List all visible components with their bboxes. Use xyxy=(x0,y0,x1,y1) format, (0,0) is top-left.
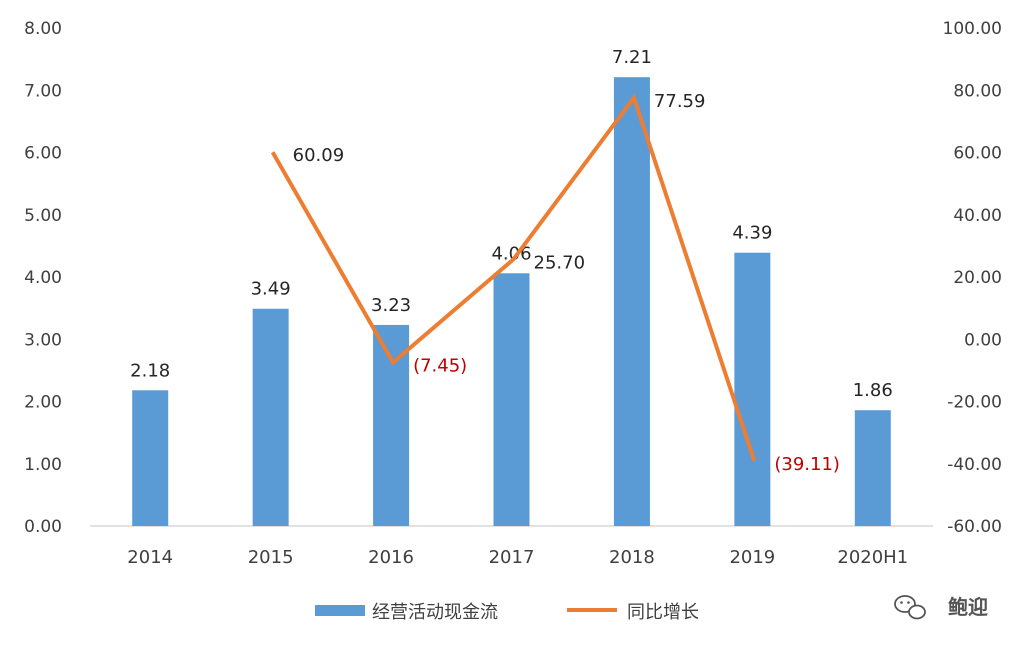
bar-data-label: 7.21 xyxy=(612,47,652,68)
category-label: 2018 xyxy=(609,547,655,568)
right-axis-tick: -20.00 xyxy=(947,393,1002,413)
category-label: 2015 xyxy=(248,547,294,568)
line-data-label: (39.11) xyxy=(774,454,840,475)
bar xyxy=(734,252,771,526)
left-axis-tick: 2.00 xyxy=(24,393,62,413)
right-axis-tick: 0.00 xyxy=(964,330,1002,350)
category-label: 2016 xyxy=(368,547,414,568)
left-axis-tick: 5.00 xyxy=(24,206,62,226)
right-axis-tick: 40.00 xyxy=(953,206,1002,226)
bar xyxy=(613,77,650,527)
bar xyxy=(854,410,891,526)
legend-bar-swatch xyxy=(315,605,365,616)
right-axis-tick: 100.00 xyxy=(943,19,1002,39)
bar-data-label: 3.23 xyxy=(371,295,411,316)
category-label: 2014 xyxy=(127,547,173,568)
bar-data-labels: 2.183.493.234.067.214.391.86 xyxy=(130,47,893,401)
right-axis-tick: -60.00 xyxy=(947,517,1002,537)
bar-series xyxy=(132,77,891,527)
line-data-label: 77.59 xyxy=(654,91,706,112)
right-axis-tick: 60.00 xyxy=(953,144,1002,164)
bar xyxy=(252,308,289,526)
left-axis-tick: 8.00 xyxy=(24,19,62,39)
bar-data-label: 4.39 xyxy=(732,223,772,244)
legend: 经营活动现金流 同比增长 xyxy=(315,602,699,623)
watermark: 鲍迎 xyxy=(894,595,988,620)
bar-data-label: 1.86 xyxy=(853,380,893,401)
line-series xyxy=(270,93,757,462)
category-label: 2019 xyxy=(729,547,775,568)
left-axis-tick: 4.00 xyxy=(24,268,62,288)
bar xyxy=(132,390,169,526)
line-data-labels: 60.09 (7.45) 25.70 77.59 (39.11) xyxy=(293,91,840,475)
line-data-label: (7.45) xyxy=(413,355,467,376)
legend-line-label: 同比增长 xyxy=(627,602,699,623)
category-axis-labels: 2014 2015 2016 2017 2018 2019 2020H1 xyxy=(127,547,908,568)
legend-bar-label: 经营活动现金流 xyxy=(372,602,498,623)
growth-line xyxy=(270,93,757,462)
left-axis-tick: 1.00 xyxy=(24,455,62,475)
watermark-text: 鲍迎 xyxy=(948,595,988,619)
right-axis-tick: 20.00 xyxy=(953,268,1002,288)
right-axis-tick: -40.00 xyxy=(947,455,1002,475)
wechat-icon xyxy=(894,595,926,620)
right-axis-tick: 80.00 xyxy=(953,81,1002,101)
left-axis-ticks: 0.00 1.00 2.00 3.00 4.00 5.00 6.00 7.00 8.00 xyxy=(24,19,62,537)
right-axis-ticks: -60.00 -40.00 -20.00 0.00 20.00 40.00 60.00 80.… xyxy=(943,19,1002,537)
category-label: 2017 xyxy=(489,547,535,568)
bar-data-label: 3.49 xyxy=(251,279,291,300)
line-data-label: 25.70 xyxy=(534,252,586,273)
left-axis-tick: 7.00 xyxy=(24,81,62,101)
left-axis-tick: 0.00 xyxy=(24,517,62,537)
bar xyxy=(493,273,530,526)
bar-data-label: 2.18 xyxy=(130,360,170,381)
left-axis-tick: 6.00 xyxy=(24,144,62,164)
category-label: 2020H1 xyxy=(837,547,908,568)
left-axis-tick: 3.00 xyxy=(24,330,62,350)
line-data-label: 60.09 xyxy=(293,145,345,166)
